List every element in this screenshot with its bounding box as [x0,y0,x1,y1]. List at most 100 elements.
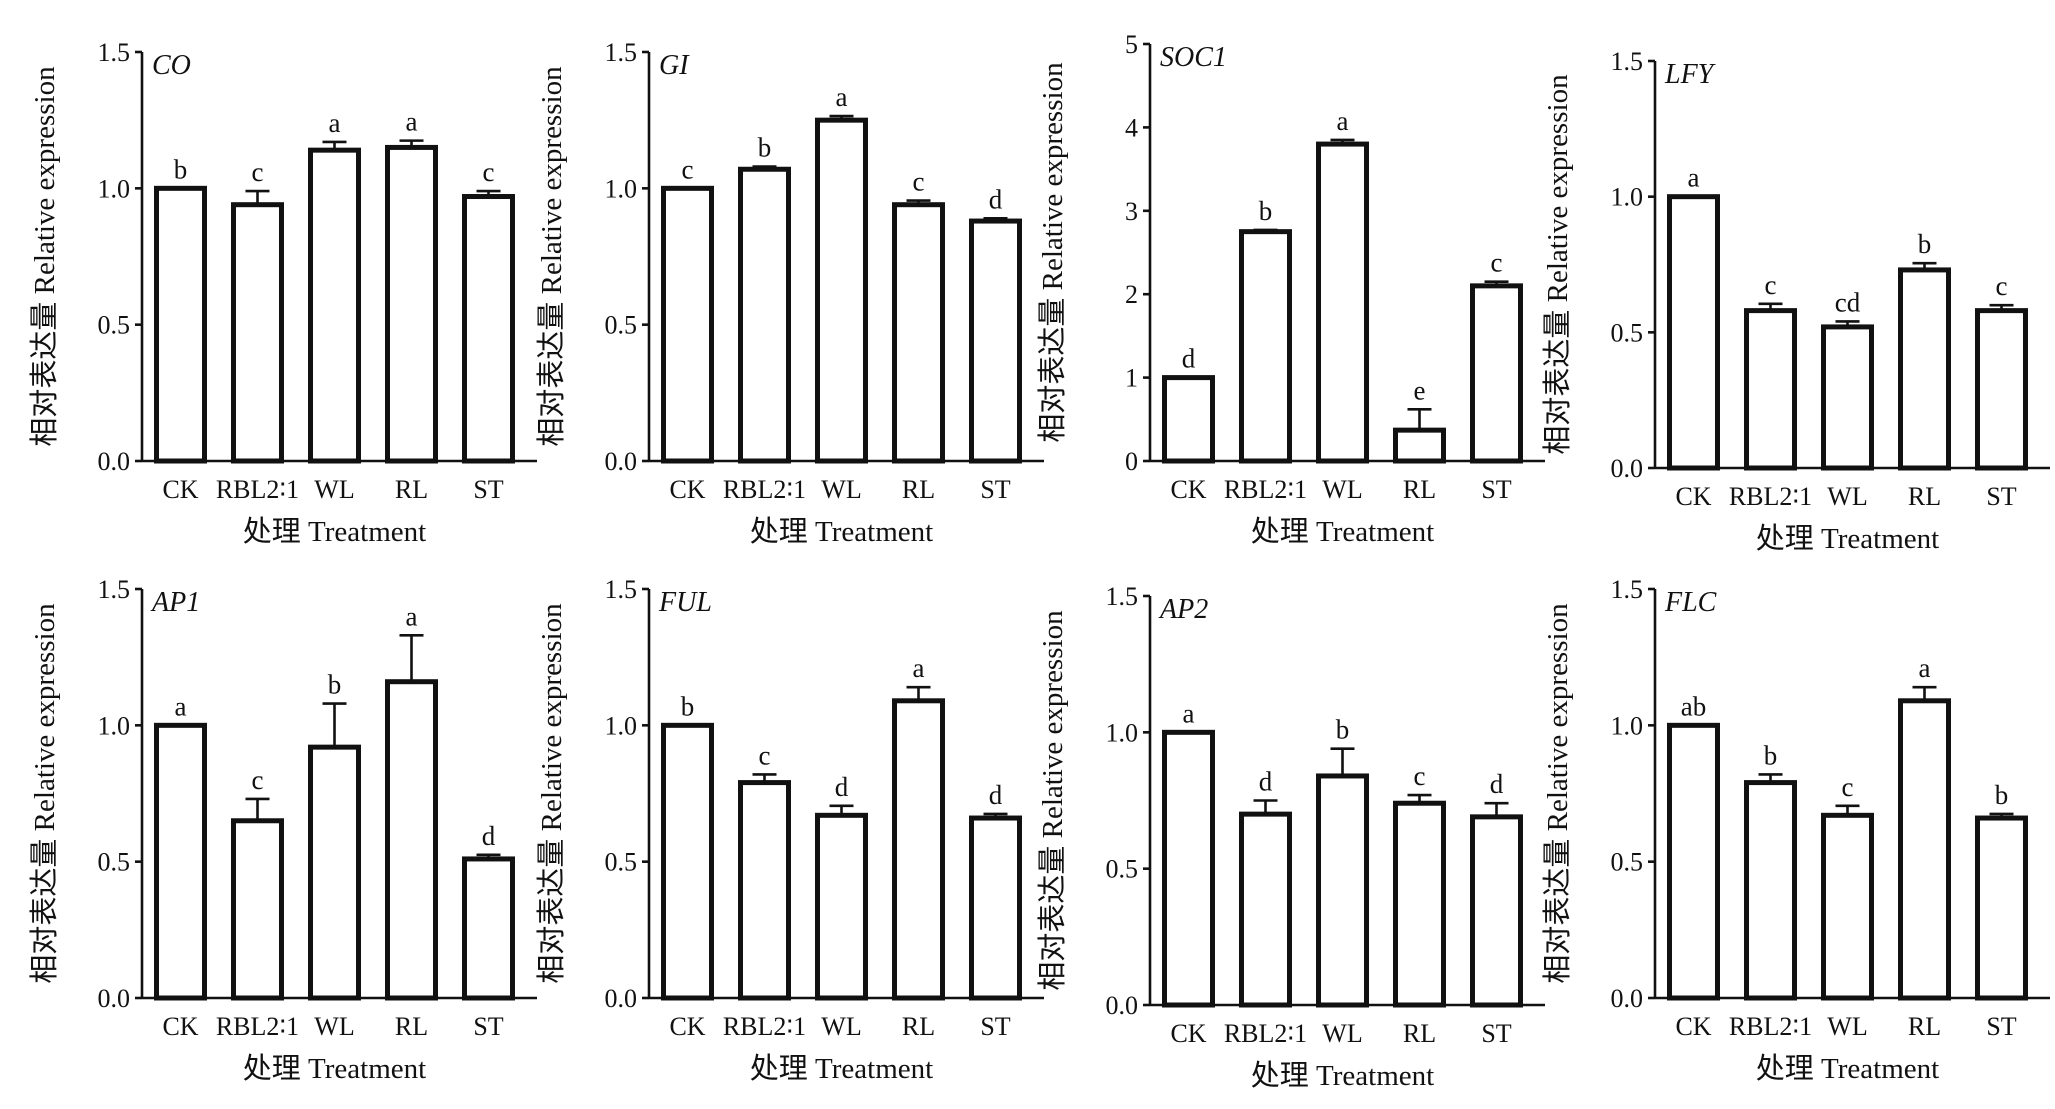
x-tick-label: RL [1908,482,1941,511]
significance-letter: d [1259,767,1273,797]
significance-letter: a [175,691,187,721]
x-tick-label: RL [1403,1019,1436,1048]
significance-letter: cd [1835,287,1861,317]
y-tick-label: 1.0 [98,174,131,203]
y-tick-label: 0.5 [98,311,131,340]
panel-co: 0.0 0.5 1.0 1.5 CO b CK c RBL2∶1 a WL a RL c ST 处理 Trea… [28,38,537,548]
y-tick-label: 1.5 [605,575,638,604]
bar [308,147,361,464]
significance-letter: a [913,653,925,683]
significance-letter: b [1995,780,2009,810]
x-tick-label: WL [1827,482,1867,511]
y-tick-label: 0.0 [98,447,131,476]
x-tick-label: RBL2∶1 [1729,1012,1812,1041]
y-tick-label: 0.5 [1611,848,1644,877]
y-tick-label: 0.0 [605,984,638,1013]
bar [462,856,515,1001]
bar [1667,722,1720,1001]
bar [661,185,714,464]
bar [1744,308,1797,471]
panel-title: AP1 [150,587,200,618]
bar [231,818,284,1001]
bar [308,744,361,1001]
y-tick-label: 1.0 [1611,183,1644,212]
x-axis-title: 处理 Treatment [243,515,426,548]
bar [892,698,945,1001]
significance-letter: c [682,154,694,184]
significance-letter: b [1918,229,1932,259]
panel-title: LFY [1664,59,1717,90]
bar [1821,812,1874,1001]
bar [1470,283,1523,464]
x-axis-title: 处理 Treatment [1756,1052,1939,1085]
x-tick-label: RBL2∶1 [216,1012,299,1041]
bar [1821,324,1874,471]
x-tick-label: ST [473,475,503,504]
bar [969,815,1022,1001]
significance-letter: b [681,691,695,721]
y-tick-label: 5 [1125,30,1138,59]
x-tick-label: WL [1827,1012,1867,1041]
x-tick-label: CK [162,475,198,504]
significance-letter: c [1842,772,1854,802]
x-tick-label: RBL2∶1 [1729,482,1812,511]
x-tick-label: RBL2∶1 [723,475,806,504]
bar [1162,375,1215,464]
y-tick-label: 0.0 [98,984,131,1013]
significance-letter: a [406,601,418,631]
y-axis-title: 相对表达量 Relative expression [1036,610,1069,991]
x-tick-label: RBL2∶1 [1224,1019,1307,1048]
x-tick-label: WL [821,475,861,504]
x-tick-label: CK [669,1012,705,1041]
significance-letter: b [1259,196,1273,226]
bar [1393,427,1446,464]
bar [1316,141,1369,464]
x-tick-label: WL [314,1012,354,1041]
y-tick-label: 1.5 [98,38,131,67]
y-tick-label: 1 [1125,364,1138,393]
y-tick-label: 0.0 [1611,984,1644,1013]
x-tick-label: ST [980,475,1010,504]
bar [385,679,438,1001]
panel-gi: 0.0 0.5 1.0 1.5 GI c CK b RBL2∶1 a WL c RL d ST 处理 Trea… [535,38,1044,548]
bar [231,202,284,464]
panel-ap1: 0.0 0.5 1.0 1.5 AP1 a CK c RBL2∶1 b WL a RL d ST 处理 Tre… [28,575,537,1085]
significance-letter: d [835,772,849,802]
bar [969,218,1022,464]
bar [1667,194,1720,471]
x-axis-title: 处理 Treatment [1756,522,1939,555]
significance-letter: d [1490,769,1504,799]
panel-ful: 0.0 0.5 1.0 1.5 FUL b CK c RBL2∶1 d WL a RL d ST 处理 Tre… [535,575,1044,1085]
bar [154,185,207,464]
x-tick-label: WL [1322,475,1362,504]
y-tick-label: 1.5 [98,575,131,604]
bar [1898,267,1951,471]
y-tick-label: 1.0 [98,711,131,740]
y-axis-title: 相对表达量 Relative expression [28,603,61,984]
y-axis-title: 相对表达量 Relative expression [1036,62,1069,443]
significance-letter: c [1996,271,2008,301]
significance-letter: c [913,167,925,197]
y-tick-label: 0.5 [98,848,131,877]
bar [462,194,515,464]
significance-letter: d [989,184,1003,214]
x-axis-title: 处理 Treatment [750,1052,933,1085]
x-tick-label: CK [1170,1019,1206,1048]
bar [1239,229,1292,464]
bar [1316,773,1369,1008]
x-axis-title: 处理 Treatment [750,515,933,548]
x-tick-label: RL [902,475,935,504]
x-tick-label: WL [314,475,354,504]
x-tick-label: CK [1675,1012,1711,1041]
bar [1393,800,1446,1008]
x-tick-label: CK [1170,475,1206,504]
significance-letter: c [759,740,771,770]
x-tick-label: ST [1481,1019,1511,1048]
y-tick-label: 0.0 [1611,454,1644,483]
significance-letter: c [252,765,264,795]
bar [1975,815,2028,1001]
y-tick-label: 3 [1125,197,1138,226]
y-tick-label: 0.0 [1106,991,1139,1020]
panel-title: CO [152,50,191,81]
